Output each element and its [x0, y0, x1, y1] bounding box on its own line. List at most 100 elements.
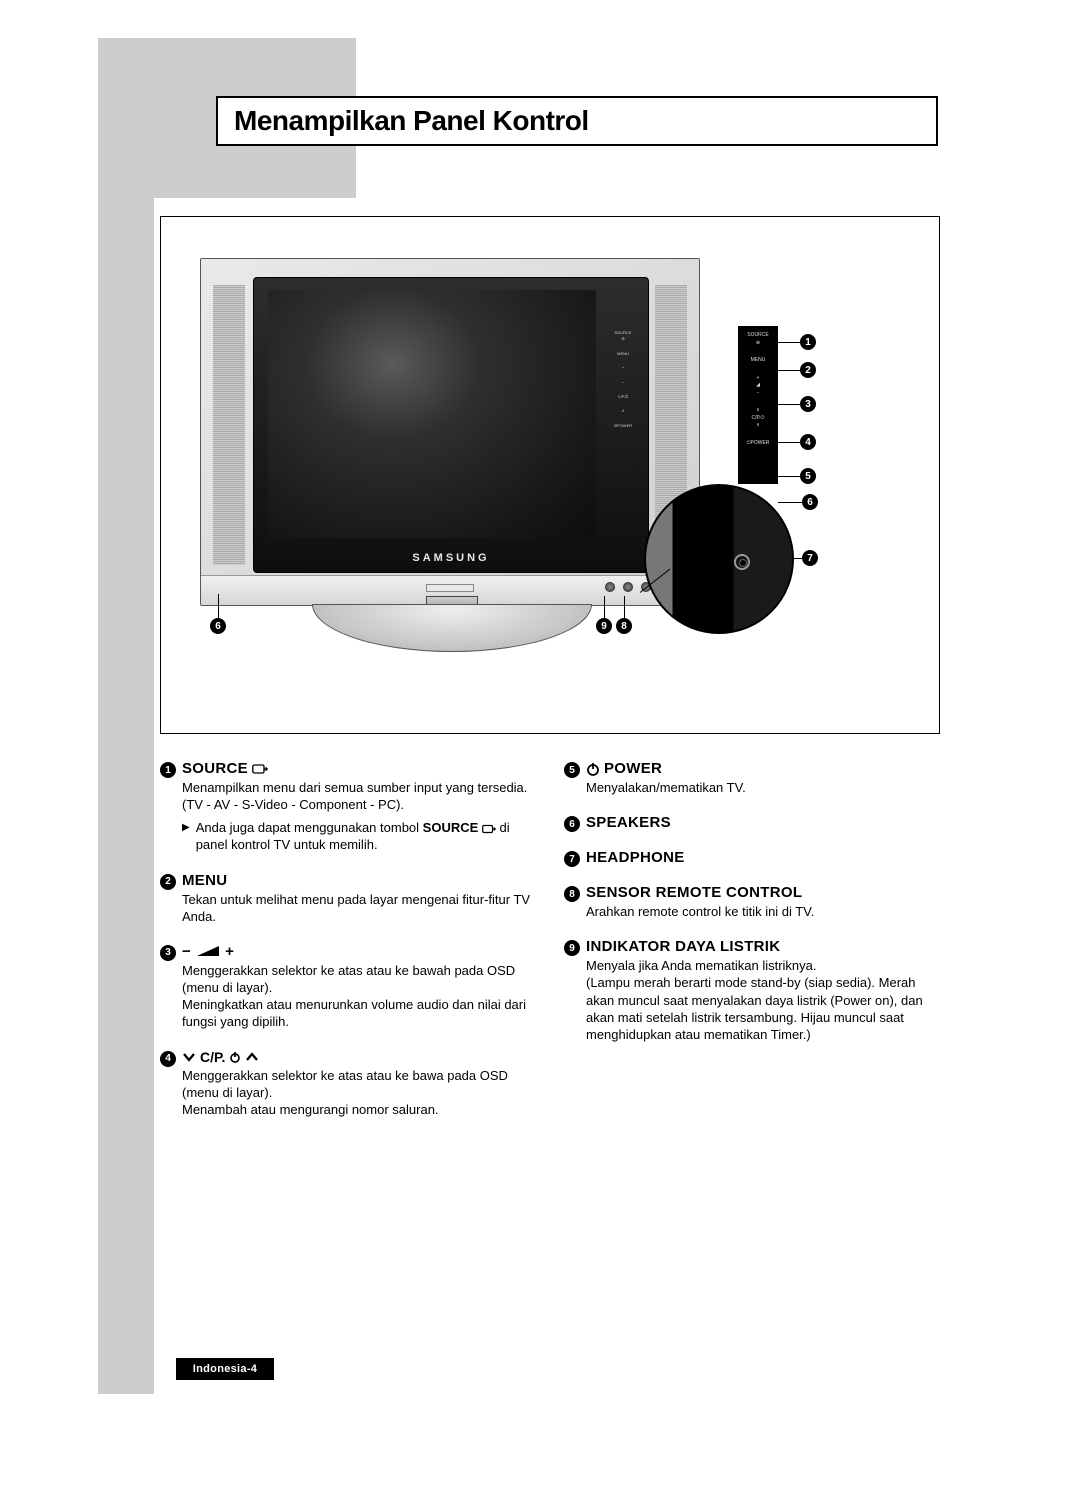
item-9-line1: Menyala jika Anda mematikan listriknya. — [586, 958, 817, 973]
chevron-down-icon — [182, 1051, 196, 1063]
item-body-5: Menyalakan/mematikan TV. — [586, 779, 940, 796]
item-1-line2: (TV - AV - S-Video - Component - PC). — [182, 797, 404, 812]
item-title-7: HEADPHONE — [586, 849, 940, 866]
item-title-1-text: SOURCE — [182, 760, 248, 777]
item-title-5-text: POWER — [604, 760, 662, 777]
callout-num-6-side: 6 — [802, 494, 818, 510]
callout-num-6-left: 6 — [210, 618, 226, 634]
item-title-9-text: INDIKATOR DAYA LISTRIK — [586, 938, 780, 955]
callout-num-5: 5 — [800, 468, 816, 484]
callout-num-3: 3 — [800, 396, 816, 412]
power-icon-sm — [229, 1051, 241, 1063]
lead-8 — [624, 596, 625, 620]
item-9-indikator: 9 INDIKATOR DAYA LISTRIK Menyala jika An… — [564, 938, 940, 1043]
callout-num-4: 4 — [800, 434, 816, 450]
speaker-left — [213, 285, 245, 565]
lead-3 — [778, 404, 800, 405]
item-4-channel: 4 C/P. Menggerakkan selektor ke atas ata… — [160, 1049, 536, 1118]
sidebar-strip — [98, 38, 154, 1394]
item-body-1: Menampilkan menu dari semua sumber input… — [182, 779, 536, 813]
page-number-bar: Indonesia-4 — [176, 1358, 274, 1380]
item-7-headphone: 7 HEADPHONE — [564, 849, 940, 866]
item-9-line2: (Lampu merah berarti mode stand-by (siap… — [586, 975, 923, 1041]
item-body-3: Menggerakkan selektor ke atas atau ke ba… — [182, 962, 536, 1031]
item-title-2: MENU — [182, 872, 536, 889]
item-num-3: 3 — [160, 945, 176, 961]
item-5-line1: Menyalakan/mematikan TV. — [586, 780, 746, 795]
item-title-9: INDIKATOR DAYA LISTRIK — [586, 938, 940, 955]
item-num-5: 5 — [564, 762, 580, 778]
side-btn-cp: C/P.⏻ — [606, 394, 640, 400]
source-icon — [252, 762, 268, 776]
side-btn-down: ∨ — [606, 408, 640, 414]
item-1-source: 1 SOURCE Menampilkan menu dari semua sum… — [160, 760, 536, 854]
item-5-power: 5 POWER Menyalakan/mematikan TV. — [564, 760, 940, 796]
triangle-icon: ▶ — [182, 822, 190, 853]
item-title-6: SPEAKERS — [586, 814, 940, 831]
cp-label: C/P. — [200, 1049, 225, 1065]
chevron-up-icon — [245, 1051, 259, 1063]
headphone-jack-icon — [734, 554, 750, 570]
item-num-9: 9 — [564, 940, 580, 956]
chin-btn-2 — [623, 582, 633, 592]
item-num-4: 4 — [160, 1051, 176, 1067]
item-1-line1: Menampilkan menu dari semua sumber input… — [182, 780, 527, 795]
item-title-8-text: SENSOR REMOTE CONTROL — [586, 884, 802, 901]
page-number-text: Indonesia-4 — [193, 1363, 257, 1375]
lead-6-left — [218, 594, 219, 620]
description-area: 1 SOURCE Menampilkan menu dari semua sum… — [160, 760, 940, 1136]
item-6-speakers: 6 SPEAKERS — [564, 814, 940, 831]
callout-num-7: 7 — [802, 550, 818, 566]
source-icon-sm — [482, 823, 496, 835]
item-num-6: 6 — [564, 816, 580, 832]
side-btn-menu: MENU — [606, 351, 640, 357]
desc-left-column: 1 SOURCE Menampilkan menu dari semua sum… — [160, 760, 536, 1136]
volume-ramp-icon — [195, 944, 221, 958]
chin-btn-1 — [605, 582, 615, 592]
tv-bezel: SOURCE⊕ MENU + − C/P.⏻ ∨ ⏻POWER SAMSUNG — [253, 277, 649, 573]
callout-num-9: 9 — [596, 618, 612, 634]
lead-5 — [778, 476, 800, 477]
item-2-line1: Tekan untuk melihat menu pada layar meng… — [182, 892, 530, 924]
lead-6-side — [778, 502, 802, 503]
item-num-7: 7 — [564, 851, 580, 867]
side-btn-power: ⏻POWER — [606, 423, 640, 429]
panel-power: ⏻POWER — [738, 440, 778, 448]
item-title-8: SENSOR REMOTE CONTROL — [586, 884, 940, 901]
headphone-callout-circle — [644, 484, 794, 634]
item-body-2: Tekan untuk melihat menu pada layar meng… — [182, 891, 536, 925]
item-num-1: 1 — [160, 762, 176, 778]
callout-num-8: 8 — [616, 618, 632, 634]
tv-side-buttons: SOURCE⊕ MENU + − C/P.⏻ ∨ ⏻POWER — [606, 330, 640, 437]
side-btn-minus: − — [606, 380, 640, 386]
callout-num-2: 2 — [800, 362, 816, 378]
panel-source: SOURCE⊕ — [738, 332, 778, 347]
item-4-line2: Menambah atau mengurangi nomor saluran. — [182, 1102, 439, 1117]
callout-num-1: 1 — [800, 334, 816, 350]
page-title: Menampilkan Panel Kontrol — [234, 105, 589, 137]
item-3-volume: 3 − + Menggerakkan selektor ke atas atau… — [160, 943, 536, 1031]
item-1-note-text: Anda juga dapat menggunakan tombol SOURC… — [196, 819, 536, 853]
item-title-5: POWER — [586, 760, 940, 777]
item-8-sensor: 8 SENSOR REMOTE CONTROL Arahkan remote c… — [564, 884, 940, 920]
power-icon — [586, 762, 600, 776]
item-title-2-text: MENU — [182, 872, 227, 889]
item-3-line1: Menggerakkan selektor ke atas atau ke ba… — [182, 963, 515, 995]
lead-4 — [778, 442, 800, 443]
minus-icon: − — [182, 943, 191, 960]
side-btn-source: SOURCE⊕ — [606, 330, 640, 343]
panel-plus: +◢− — [738, 375, 778, 398]
item-body-9: Menyala jika Anda mematikan listriknya. … — [586, 957, 940, 1043]
panel-cp: ∧C/P.⏻∨ — [738, 407, 778, 430]
item-title-3: − + — [182, 943, 536, 960]
item-title-6-text: SPEAKERS — [586, 814, 671, 831]
tv-screen — [268, 290, 596, 538]
lead-1 — [778, 342, 800, 343]
item-4-line1: Menggerakkan selektor ke atas atau ke ba… — [182, 1068, 508, 1100]
tv-illustration: SOURCE⊕ MENU + − C/P.⏻ ∨ ⏻POWER SAMSUNG — [200, 258, 700, 606]
item-title-7-text: HEADPHONE — [586, 849, 685, 866]
plus-icon: + — [225, 943, 234, 960]
item-2-menu: 2 MENU Tekan untuk melihat menu pada lay… — [160, 872, 536, 925]
callout-panel-zoom: SOURCE⊕ MENU +◢− ∧C/P.⏻∨ ⏻POWER — [738, 326, 778, 484]
panel-menu: MENU — [738, 357, 778, 365]
